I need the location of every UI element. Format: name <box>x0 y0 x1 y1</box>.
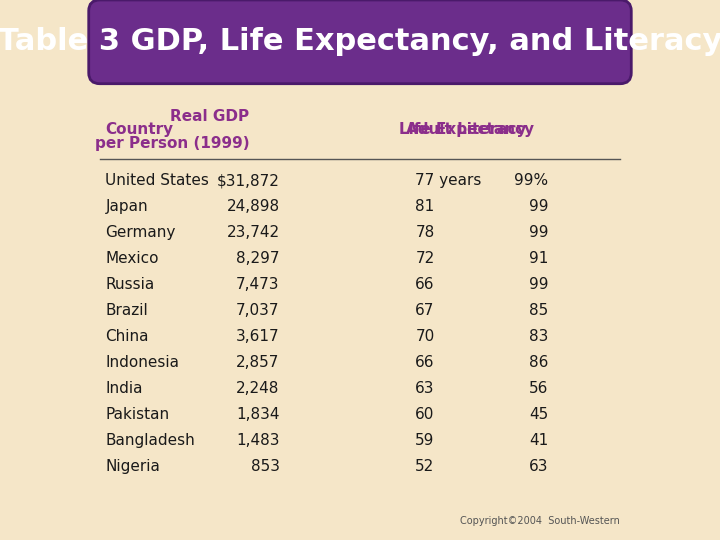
Text: 85: 85 <box>529 303 548 318</box>
Text: 70: 70 <box>415 329 435 344</box>
Text: Germany: Germany <box>105 225 176 240</box>
Text: 63: 63 <box>415 381 435 396</box>
Text: 77 years: 77 years <box>415 173 482 188</box>
Text: 853: 853 <box>251 458 280 474</box>
Text: India: India <box>105 381 143 396</box>
Text: Japan: Japan <box>105 199 148 214</box>
Text: 45: 45 <box>529 407 548 422</box>
Text: 81: 81 <box>415 199 435 214</box>
Text: 91: 91 <box>529 251 548 266</box>
Text: China: China <box>105 329 149 344</box>
Text: 7,037: 7,037 <box>236 303 280 318</box>
Text: United States: United States <box>105 173 210 188</box>
Text: 1,483: 1,483 <box>236 433 280 448</box>
Text: 52: 52 <box>415 458 435 474</box>
Text: Indonesia: Indonesia <box>105 355 179 370</box>
Text: 23,742: 23,742 <box>227 225 280 240</box>
Text: Pakistan: Pakistan <box>105 407 169 422</box>
Text: 72: 72 <box>415 251 435 266</box>
Text: 59: 59 <box>415 433 435 448</box>
Text: Country: Country <box>105 122 174 137</box>
Text: Mexico: Mexico <box>105 251 159 266</box>
Text: 3,617: 3,617 <box>236 329 280 344</box>
Text: $31,872: $31,872 <box>217 173 280 188</box>
Text: Life Expectancy: Life Expectancy <box>399 122 534 137</box>
Text: 2,857: 2,857 <box>236 355 280 370</box>
Text: Brazil: Brazil <box>105 303 148 318</box>
Text: per Person (1999): per Person (1999) <box>94 136 249 151</box>
Text: 99: 99 <box>528 199 548 214</box>
Text: 99: 99 <box>528 225 548 240</box>
Text: 78: 78 <box>415 225 435 240</box>
Text: 86: 86 <box>529 355 548 370</box>
Text: 99: 99 <box>528 277 548 292</box>
Text: Nigeria: Nigeria <box>105 458 161 474</box>
Text: 8,297: 8,297 <box>236 251 280 266</box>
Text: 56: 56 <box>529 381 548 396</box>
Text: Table 3 GDP, Life Expectancy, and Literacy: Table 3 GDP, Life Expectancy, and Litera… <box>0 26 720 56</box>
Text: 99%: 99% <box>514 173 548 188</box>
Text: 2,248: 2,248 <box>236 381 280 396</box>
Text: 67: 67 <box>415 303 435 318</box>
Text: 1,834: 1,834 <box>236 407 280 422</box>
Text: 66: 66 <box>415 355 435 370</box>
Text: Real GDP: Real GDP <box>170 109 249 124</box>
Text: Russia: Russia <box>105 277 155 292</box>
FancyBboxPatch shape <box>89 0 631 84</box>
Text: 83: 83 <box>529 329 548 344</box>
Text: 41: 41 <box>529 433 548 448</box>
Text: Copyright©2004  South-Western: Copyright©2004 South-Western <box>460 516 620 526</box>
Text: Adult Literacy: Adult Literacy <box>405 122 526 137</box>
Text: 7,473: 7,473 <box>236 277 280 292</box>
Text: 63: 63 <box>528 458 548 474</box>
Text: 60: 60 <box>415 407 435 422</box>
Text: 66: 66 <box>415 277 435 292</box>
Text: 24,898: 24,898 <box>227 199 280 214</box>
Text: Bangladesh: Bangladesh <box>105 433 195 448</box>
